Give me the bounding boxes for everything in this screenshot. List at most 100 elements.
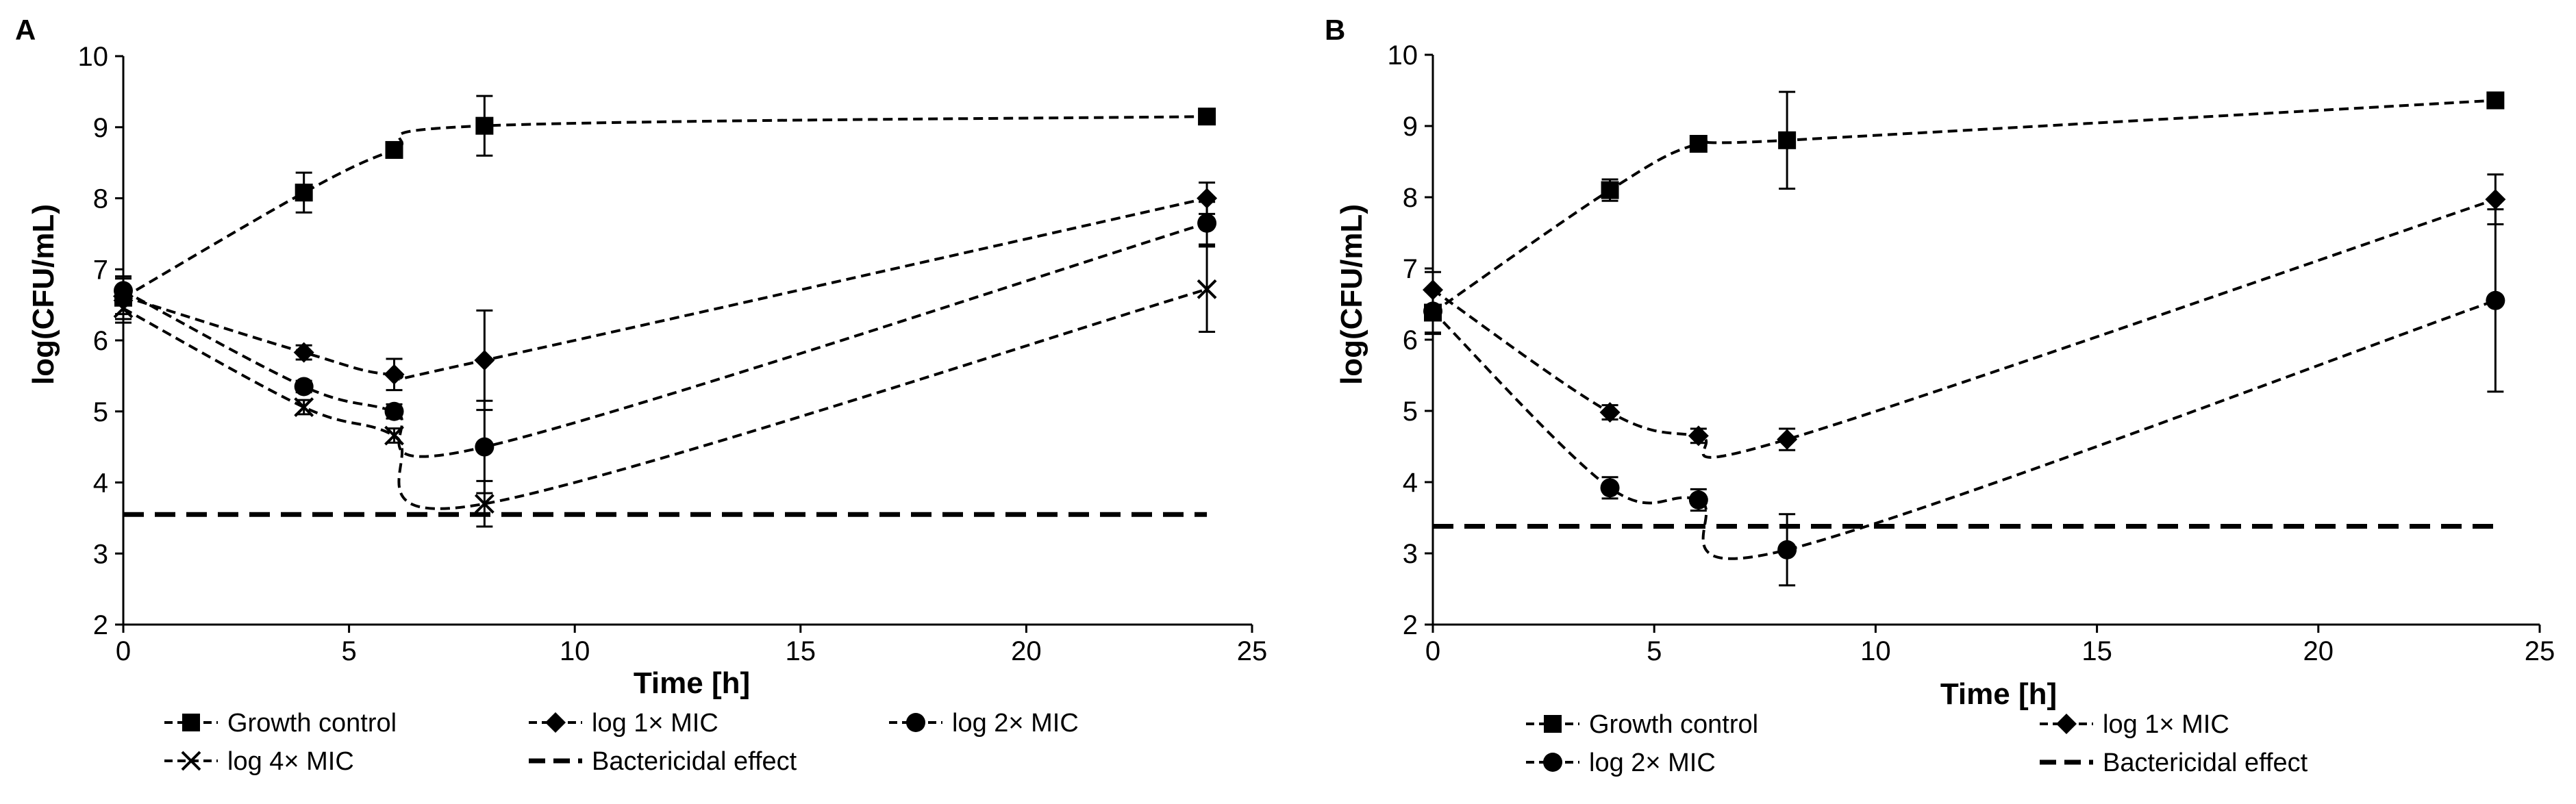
y-tick-label: 7: [1403, 254, 1418, 284]
square-marker: [295, 184, 313, 202]
axes: 2 3 4 5 6 7 8 9 10 0 5 10 15 20 25: [78, 42, 1268, 666]
y-tick-label: 8: [1403, 183, 1418, 213]
legend-label: log 1× MIC: [2103, 710, 2229, 739]
y-axis-label: log(CFU/mL): [27, 204, 60, 385]
series-line: [122, 115, 1208, 299]
diamond-marker: [1688, 425, 1709, 447]
panel-label: B: [1325, 14, 1345, 46]
x-tick-label: 25: [1237, 636, 1268, 666]
x-tick-label: 10: [560, 636, 590, 666]
circle-marker: [1777, 540, 1797, 560]
x-marker: [113, 298, 134, 318]
legend-item: log 1× MIC: [529, 709, 718, 738]
x-tick-label: 10: [1860, 636, 1891, 666]
y-tick-label: 2: [1403, 610, 1418, 640]
x-marker: [294, 397, 314, 417]
diamond-marker: [545, 712, 566, 733]
series-line: [123, 288, 1208, 510]
x-marker: [474, 494, 495, 514]
legend-item: Bactericidal effect: [2040, 749, 2308, 777]
y-tick-label: 7: [93, 255, 108, 285]
circle-marker: [1688, 490, 1708, 510]
x-tick-label: 5: [1647, 636, 1662, 666]
y-tick-label: 5: [1403, 397, 1418, 427]
legend-label: Bactericidal effect: [2103, 749, 2308, 777]
square-marker: [1198, 108, 1216, 126]
y-tick-label: 9: [1403, 112, 1418, 142]
series: [114, 201, 1217, 494]
legend-item: Bactericidal effect: [529, 747, 797, 776]
series-group: [1423, 90, 2506, 587]
diamond-marker: [1599, 402, 1621, 423]
square-marker: [475, 116, 494, 135]
y-tick-label: 4: [1403, 468, 1418, 498]
y-tick-label: 8: [93, 184, 108, 214]
legend-label: log 2× MIC: [952, 709, 1079, 738]
legend: Growth control log 1× MIC log 2× MIC log 4×…: [164, 709, 1079, 776]
legend-item: log 1× MIC: [2040, 710, 2229, 739]
circle-marker: [1197, 213, 1217, 233]
legend-item: log 2× MIC: [889, 709, 1079, 738]
circle-marker: [114, 281, 133, 301]
legend-item: log 2× MIC: [1526, 749, 1716, 777]
square-marker: [1544, 715, 1562, 733]
x-tick-label: 20: [2303, 636, 2334, 666]
series-line: [123, 197, 1208, 381]
circle-marker: [294, 377, 314, 397]
y-tick-label: 2: [93, 610, 108, 640]
circle-marker: [475, 437, 495, 457]
circle-marker: [906, 713, 925, 732]
legend-item: log 4× MIC: [164, 747, 354, 776]
diamond-marker: [1197, 188, 1218, 209]
legend-label: Growth control: [1589, 710, 1758, 739]
square-marker: [1689, 135, 1708, 153]
circle-marker: [1423, 301, 1442, 321]
y-tick-label: 10: [78, 42, 109, 72]
square-marker: [1601, 181, 1619, 199]
series-group: [113, 95, 1218, 528]
square-marker: [2486, 91, 2505, 110]
circle-marker: [2486, 290, 2505, 310]
series-line: [1431, 198, 2497, 459]
x-marker: [384, 425, 404, 446]
series-line: [123, 221, 1208, 458]
y-tick-label: 9: [93, 113, 108, 143]
square-marker: [385, 140, 403, 159]
y-tick-label: 10: [1388, 40, 1418, 71]
legend: Growth control log 1× MIC log 2× MIC Bacter…: [1526, 710, 2308, 777]
diamond-marker: [2056, 714, 2077, 734]
series: [113, 245, 1217, 528]
y-tick-label: 3: [93, 539, 108, 569]
circle-marker: [1543, 753, 1562, 772]
diamond-marker: [293, 342, 314, 363]
diamond-marker: [474, 350, 495, 371]
y-tick-label: 5: [93, 397, 108, 427]
x-axis-label: Time [h]: [1940, 677, 2057, 711]
legend-item: Growth control: [164, 709, 397, 738]
series: [1423, 208, 2505, 587]
x-tick-label: 25: [2525, 636, 2555, 666]
y-tick-label: 4: [93, 468, 108, 499]
legend-label: log 4× MIC: [227, 747, 354, 776]
diamond-marker: [1777, 429, 1798, 450]
x-tick-label: 15: [2081, 636, 2112, 666]
y-tick-label: 6: [93, 326, 108, 356]
circle-marker: [384, 401, 404, 421]
x-tick-label: 5: [341, 636, 356, 666]
y-tick-label: 6: [1403, 325, 1418, 355]
square-marker: [1778, 131, 1797, 149]
square-marker: [182, 714, 200, 731]
x-marker: [181, 751, 201, 771]
y-tick-label: 3: [1403, 539, 1418, 569]
y-axis-label: log(CFU/mL): [1335, 204, 1368, 385]
circle-marker: [1600, 478, 1620, 498]
x-tick-label: 20: [1011, 636, 1042, 666]
legend-label: Growth control: [227, 709, 397, 738]
diamond-marker: [384, 364, 405, 385]
x-tick-label: 15: [786, 636, 816, 666]
axes: 2 3 4 5 6 7 8 9 10 0 5 10 15 20 25: [1388, 40, 2555, 666]
legend-label: log 1× MIC: [592, 709, 718, 738]
